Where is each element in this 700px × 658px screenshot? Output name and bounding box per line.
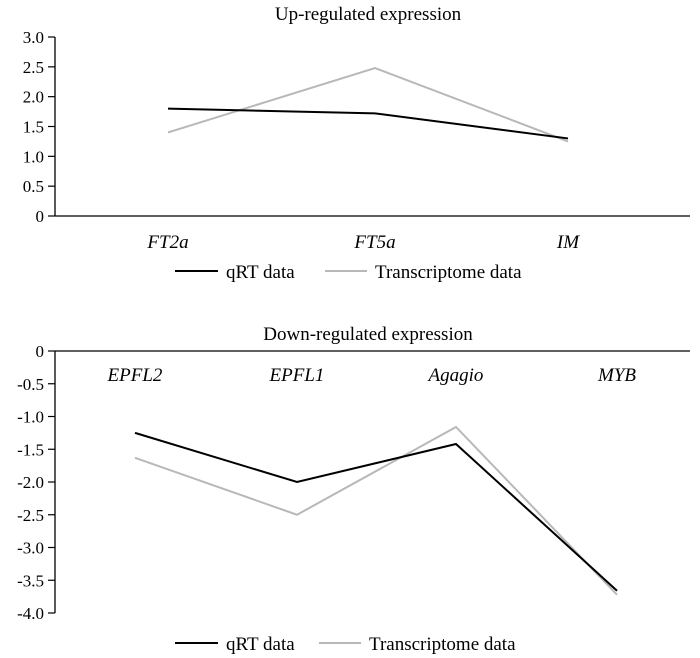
- chart-2-y-tick-label: -1.5: [17, 440, 44, 459]
- chart-1-legend: qRT data Transcriptome data: [175, 262, 522, 283]
- chart-2-legend-label-qrt: qRT data: [226, 634, 295, 655]
- chart-2-category-label: Agagio: [427, 365, 484, 386]
- chart-1-legend-label-qrt: qRT data: [226, 262, 295, 283]
- chart-1-y-tick-label: 2.0: [23, 88, 44, 107]
- chart-1-category-label: IM: [556, 232, 580, 253]
- chart-1-title: Up-regulated expression: [275, 4, 462, 25]
- chart-1-y-tick-label: 2.5: [23, 58, 44, 77]
- chart-2-title: Down-regulated expression: [263, 324, 473, 345]
- chart-2-y-tick-label: 0: [36, 342, 45, 361]
- chart-2-y-tick-label: -2.0: [17, 473, 44, 492]
- chart-2-y-tick-label: -3.0: [17, 539, 44, 558]
- chart-1-category-label: FT2a: [146, 232, 188, 253]
- chart-1-y-tick-label: 1.0: [23, 147, 44, 166]
- chart-up-regulated: Up-regulated expression 0 0.5 1.0 1.5 2.0 2.5…: [23, 4, 690, 283]
- chart-2-y-tick-label: -2.5: [17, 506, 44, 525]
- chart-2-series-line-transcriptome: [134, 425, 618, 596]
- chart-2-category-label: MYB: [597, 365, 636, 386]
- chart-2-y-tick-label: -1.0: [17, 408, 44, 427]
- chart-2-category-label: EPFL1: [269, 365, 325, 386]
- chart-2-category-label: EPFL2: [107, 365, 163, 386]
- chart-down-regulated: Down-regulated expression 0 -0.5 -1.0 -1.5 -…: [17, 324, 690, 655]
- chart-2-legend-label-transcriptome: Transcriptome data: [369, 634, 516, 655]
- chart-2-legend: qRT data Transcriptome data: [175, 634, 516, 655]
- chart-1-y-tick-label: 3.0: [23, 28, 44, 47]
- chart-2-series-line-qrt: [134, 431, 618, 592]
- chart-1-y-tick-label: 0.5: [23, 177, 44, 196]
- chart-2-y-tick-label: -4.0: [17, 604, 44, 623]
- chart-1-category-label: FT5a: [353, 232, 395, 253]
- chart-2-y-tick-label: -3.5: [17, 571, 44, 590]
- chart-1-y-tick-label: 0: [36, 207, 45, 226]
- chart-2-y-tick-label: -0.5: [17, 375, 44, 394]
- chart-1-y-tick-label: 1.5: [23, 118, 44, 137]
- chart-1-legend-label-transcriptome: Transcriptome data: [375, 262, 522, 283]
